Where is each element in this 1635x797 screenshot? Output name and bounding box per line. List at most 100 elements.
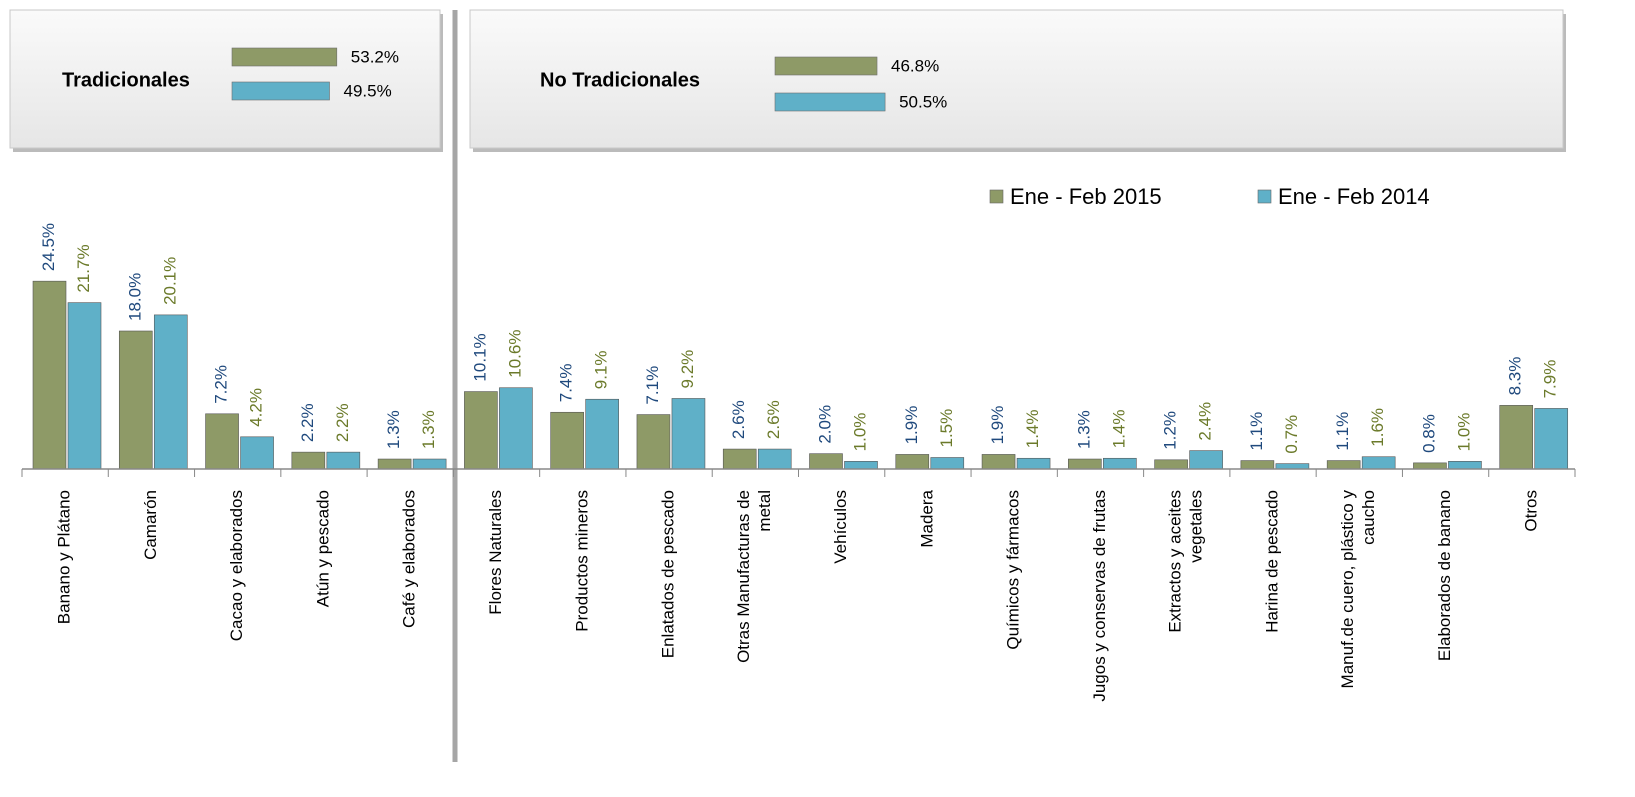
value-label-group: 1.3% [419, 410, 438, 449]
value-label: 1.1% [1247, 412, 1266, 451]
bar [1413, 462, 1447, 470]
bar [671, 398, 706, 470]
value-label: 53.2% [351, 47, 399, 66]
value-label-group: 10.1% [470, 333, 489, 381]
value-label-group: 8.3% [1506, 357, 1525, 396]
value-label: 1.6% [1368, 408, 1387, 447]
legend-label: Ene - Feb 2015 [1010, 184, 1162, 209]
category-group: Cacao y elaborados [227, 490, 246, 641]
value-label: 2.4% [1196, 402, 1215, 441]
legend-swatch [1257, 189, 1272, 204]
value-label-group: 9.2% [678, 350, 697, 389]
category-group: Camarón [141, 490, 160, 560]
bar [291, 451, 326, 470]
bar [464, 391, 498, 470]
value-label: 1.5% [937, 409, 956, 448]
category-group: Harina de pescado [1263, 490, 1282, 633]
value-label-group: 2.6% [764, 400, 783, 439]
bar [774, 56, 878, 76]
bar [809, 453, 843, 470]
category-group: Productos mineros [572, 490, 591, 632]
summary-title: No Tradicionales [540, 69, 700, 91]
value-label-group: 0.8% [1419, 414, 1438, 453]
value-label: 1.3% [419, 410, 438, 449]
x-tick-label: Jugos y conservas de frutas [1090, 490, 1109, 702]
x-tick-label: Camarón [141, 490, 160, 560]
bar [231, 81, 330, 101]
category-group: Jugos y conservas de frutas [1090, 490, 1109, 702]
value-label: 1.0% [1454, 413, 1473, 452]
x-tick-label: Banano y Plátano [55, 490, 74, 624]
value-label: 4.2% [247, 388, 266, 427]
bar [1275, 463, 1310, 470]
bar [1499, 405, 1534, 470]
value-label-group: 18.0% [125, 273, 144, 321]
category-group: Flores Naturales [486, 490, 505, 615]
bar [981, 454, 1016, 470]
x-tick-label: Otras Manufacturas de metal [734, 490, 774, 663]
bar [585, 398, 619, 470]
bar [412, 458, 447, 470]
value-label: 21.7% [74, 244, 93, 292]
value-label-group: 0.7% [1282, 415, 1301, 454]
value-label: 10.6% [505, 330, 524, 378]
bar [930, 457, 965, 470]
value-label-group: 2.2% [333, 403, 352, 442]
bar [1326, 460, 1361, 470]
value-label-group: 1.9% [902, 406, 921, 445]
x-tick-label: Harina de pescado [1263, 490, 1282, 633]
value-label: 1.1% [1333, 412, 1352, 451]
bar [844, 461, 878, 470]
value-label: 24.5% [39, 223, 58, 271]
category-group: Manuf.de cuero, plástico y caucho [1338, 490, 1378, 689]
value-label: 50.5% [899, 92, 947, 111]
bar [1361, 456, 1396, 470]
value-label: 8.3% [1506, 357, 1525, 396]
x-tick-label: Café y elaborados [400, 490, 419, 628]
bar [774, 92, 886, 112]
value-label-group: 1.1% [1247, 412, 1266, 451]
bar [1068, 458, 1102, 470]
value-label-group: 1.3% [384, 410, 403, 449]
value-label-group: 1.6% [1368, 408, 1387, 447]
category-group: Café y elaborados [400, 490, 419, 628]
value-label: 1.4% [1023, 410, 1042, 449]
bar [1448, 461, 1482, 470]
value-label-group: 1.0% [850, 413, 869, 452]
x-tick-label: Manuf.de cuero, plástico y caucho [1338, 490, 1378, 689]
value-label-group: 7.2% [212, 365, 231, 404]
value-label: 46.8% [891, 56, 939, 75]
value-label: 1.0% [850, 413, 869, 452]
value-label: 7.1% [643, 366, 662, 405]
bar [550, 411, 584, 470]
value-label-group: 1.4% [1023, 410, 1042, 449]
bar [32, 280, 67, 470]
value-label-group: 2.2% [298, 403, 317, 442]
value-label-group: 10.6% [505, 330, 524, 378]
value-label: 49.5% [344, 81, 392, 100]
value-label-group: 2.0% [815, 405, 834, 444]
value-label: 10.1% [470, 333, 489, 381]
value-label-group: 7.9% [1541, 360, 1560, 399]
value-label-group: 1.9% [988, 406, 1007, 445]
bar [118, 330, 153, 470]
value-label-group: 20.1% [160, 257, 179, 305]
value-label: 1.4% [1109, 410, 1128, 449]
bar [326, 451, 361, 470]
value-label-group: 2.4% [1196, 402, 1215, 441]
value-label: 2.2% [333, 403, 352, 442]
value-label: 20.1% [160, 257, 179, 305]
value-label: 1.2% [1161, 411, 1180, 450]
value-label: 2.6% [764, 400, 783, 439]
x-tick-label: Extractos y aceites vegetales [1166, 490, 1206, 633]
x-tick-label: Flores Naturales [486, 490, 505, 615]
value-label-group: 1.4% [1109, 410, 1128, 449]
value-label-group: 21.7% [74, 244, 93, 292]
x-tick-label: Elaborados de banano [1435, 490, 1454, 661]
category-group: Atún y pescado [313, 490, 332, 607]
x-tick-label: Madera [917, 489, 936, 547]
value-label-group: 1.0% [1454, 413, 1473, 452]
bar [205, 413, 239, 470]
value-label: 1.3% [1074, 410, 1093, 449]
